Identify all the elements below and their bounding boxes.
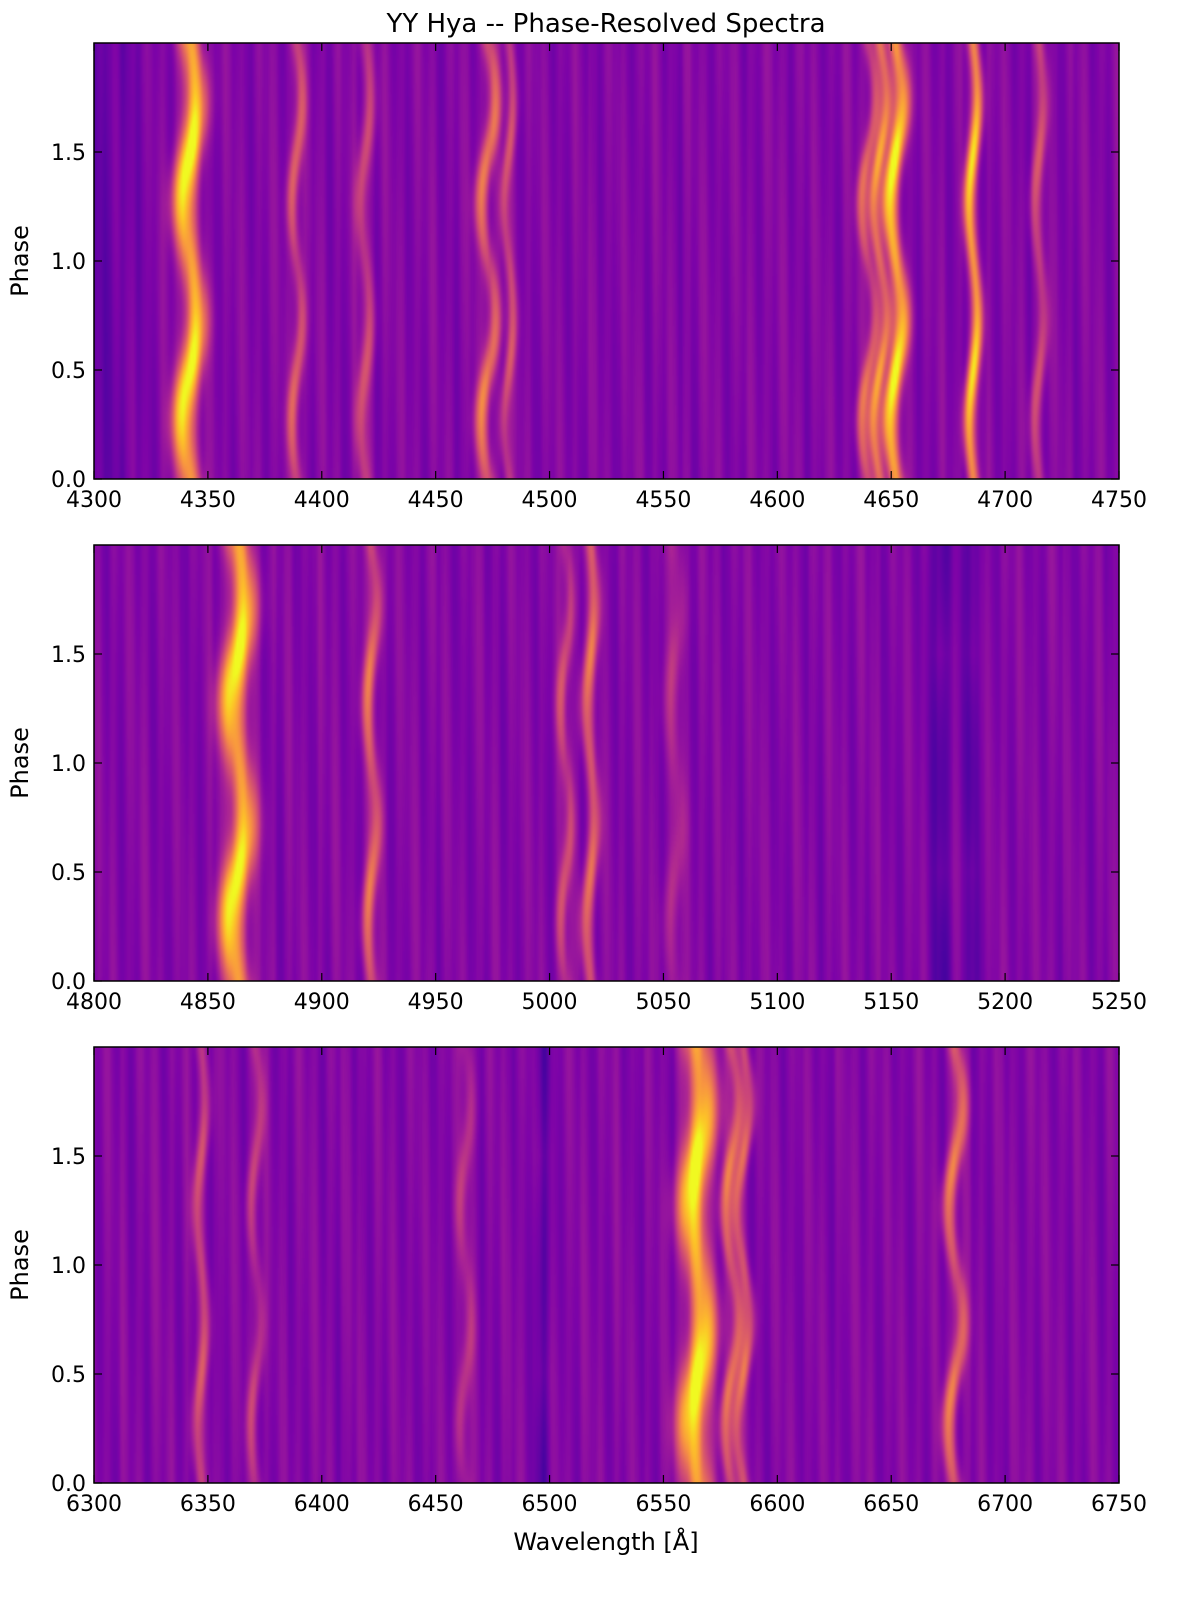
x-tick-label: 5050 bbox=[635, 990, 691, 1015]
y-tick-label: 1.0 bbox=[51, 752, 86, 777]
x-tick-label: 4550 bbox=[635, 488, 691, 513]
ticks-3: 6300 6350 6400 6450 6500 6550 6600 6650 6700 6750… bbox=[51, 1047, 1147, 1517]
y-tick-label: 0.0 bbox=[51, 468, 86, 493]
x-tick-label: 5200 bbox=[977, 990, 1033, 1015]
x-tick-label: 5000 bbox=[522, 990, 578, 1015]
x-tick-label: 5250 bbox=[1091, 990, 1147, 1015]
spectra-heatmap-1 bbox=[94, 43, 1119, 479]
x-tick-label: 4950 bbox=[408, 990, 464, 1015]
x-tick-label: 4600 bbox=[749, 488, 805, 513]
y-tick-label: 0.0 bbox=[51, 970, 86, 995]
y-axis-label-3: Phase bbox=[6, 1229, 34, 1301]
y-tick-label: 0.5 bbox=[51, 359, 86, 384]
x-tick-label: 6750 bbox=[1091, 1492, 1147, 1517]
x-tick-label: 6650 bbox=[863, 1492, 919, 1517]
y-axis-label-1: Phase bbox=[6, 225, 34, 297]
x-tick-label: 4900 bbox=[294, 990, 350, 1015]
x-axis-label: Wavelength [Å] bbox=[513, 1527, 698, 1556]
x-tick-label: 5100 bbox=[749, 990, 805, 1015]
spectra-heatmap-3 bbox=[94, 1047, 1119, 1483]
x-tick-label: 6450 bbox=[408, 1492, 464, 1517]
y-tick-label: 0.5 bbox=[51, 861, 86, 886]
x-tick-label: 4700 bbox=[977, 488, 1033, 513]
x-tick-label: 6350 bbox=[180, 1492, 236, 1517]
y-tick-label: 0.0 bbox=[51, 1472, 86, 1497]
figure-title: YY Hya -- Phase-Resolved Spectra bbox=[385, 9, 825, 39]
x-tick-label: 6600 bbox=[749, 1492, 805, 1517]
panel-1: 4300 4350 4400 4450 4500 4550 4600 4650 4700 4750… bbox=[6, 42, 1147, 513]
y-axis-label-2: Phase bbox=[6, 727, 34, 799]
panel-3: 6300 6350 6400 6450 6500 6550 6600 6650 6700 6750… bbox=[6, 1046, 1147, 1517]
y-tick-label: 1.5 bbox=[51, 1145, 86, 1170]
x-tick-label: 4800 bbox=[66, 990, 122, 1015]
x-tick-label: 6700 bbox=[977, 1492, 1033, 1517]
x-tick-label: 6500 bbox=[522, 1492, 578, 1517]
ticks-1: 4300 4350 4400 4450 4500 4550 4600 4650 4700 4750… bbox=[51, 43, 1147, 513]
x-tick-label: 4500 bbox=[522, 488, 578, 513]
x-tick-label: 4450 bbox=[408, 488, 464, 513]
x-tick-label: 4850 bbox=[180, 990, 236, 1015]
x-tick-label: 4350 bbox=[180, 488, 236, 513]
y-tick-label: 0.5 bbox=[51, 1363, 86, 1388]
spectra-heatmap-2 bbox=[94, 545, 1119, 981]
y-tick-label: 1.5 bbox=[51, 141, 86, 166]
x-tick-label: 6300 bbox=[66, 1492, 122, 1517]
panel-2: 4800 4850 4900 4950 5000 5050 5100 5150 5200 5250… bbox=[6, 544, 1147, 1015]
x-tick-label: 6550 bbox=[635, 1492, 691, 1517]
x-tick-label: 4400 bbox=[294, 488, 350, 513]
y-tick-label: 1.0 bbox=[51, 250, 86, 275]
x-tick-label: 4750 bbox=[1091, 488, 1147, 513]
x-tick-label: 5150 bbox=[863, 990, 919, 1015]
x-tick-label: 4300 bbox=[66, 488, 122, 513]
y-tick-label: 1.0 bbox=[51, 1254, 86, 1279]
y-tick-label: 1.5 bbox=[51, 643, 86, 668]
ticks-2: 4800 4850 4900 4950 5000 5050 5100 5150 5200 5250… bbox=[51, 545, 1147, 1015]
x-tick-label: 6400 bbox=[294, 1492, 350, 1517]
x-tick-label: 4650 bbox=[863, 488, 919, 513]
